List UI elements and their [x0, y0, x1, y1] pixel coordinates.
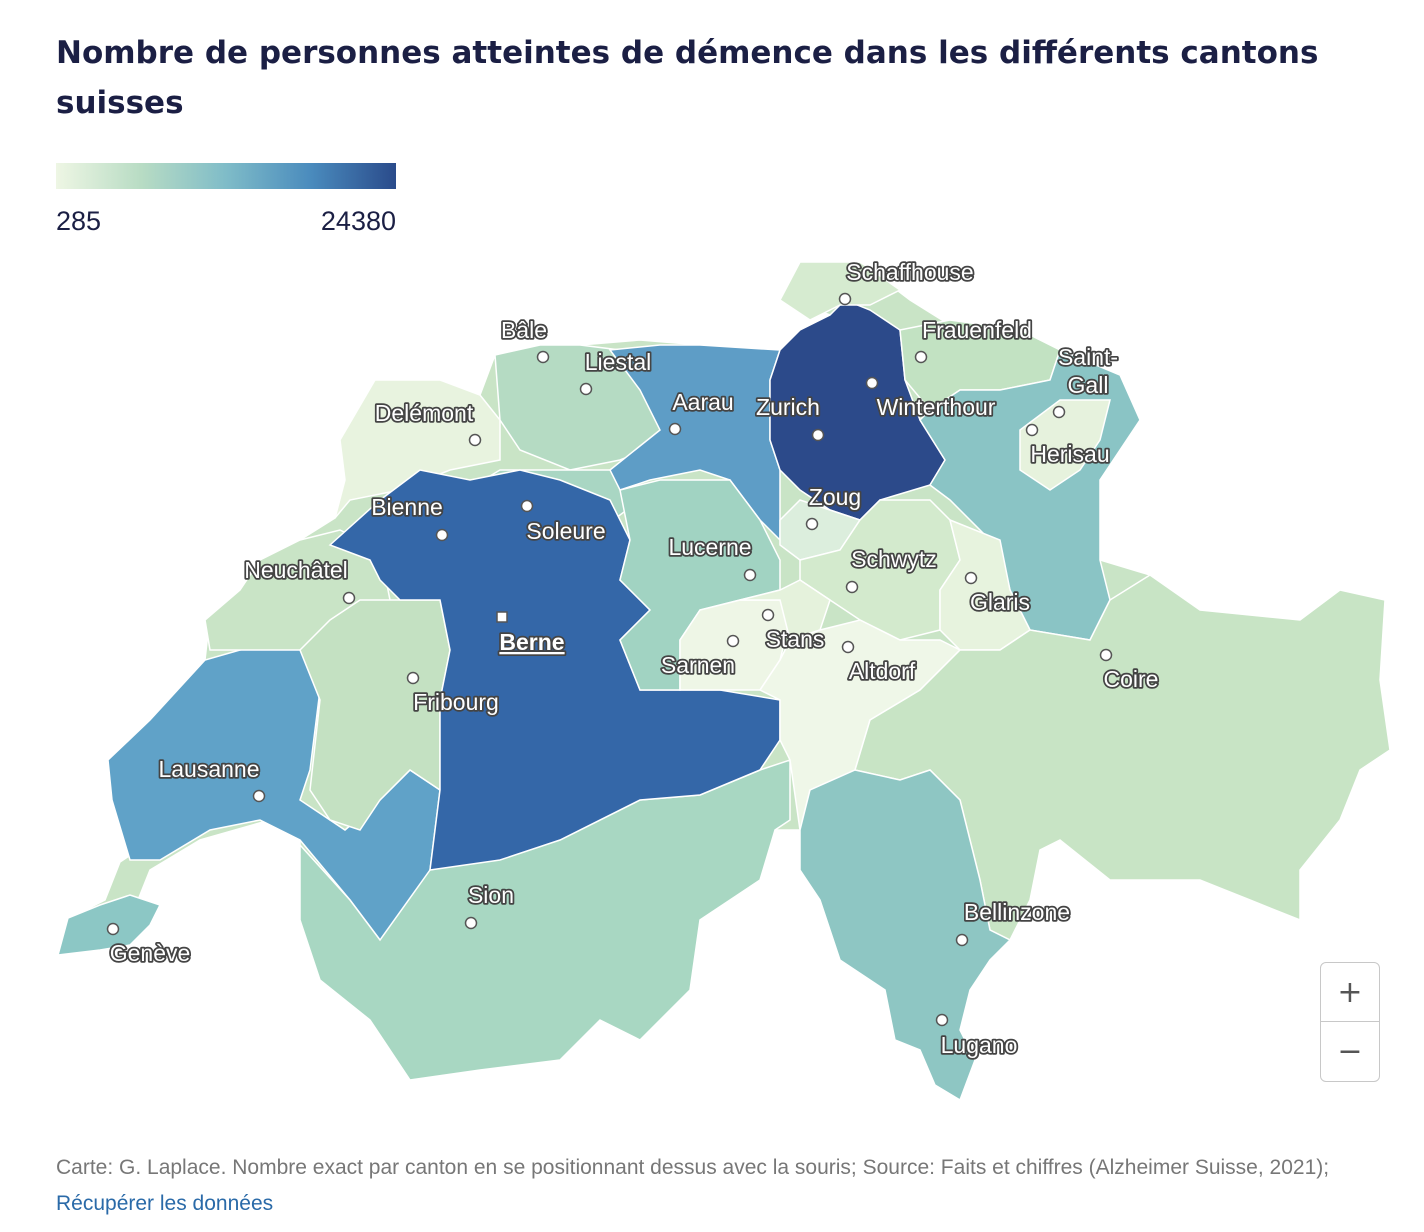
city-marker-sarnen [726, 634, 740, 648]
download-data-link[interactable]: Récupérer les données [56, 1192, 274, 1215]
city-label-lausanne: Lausanne [158, 756, 259, 782]
city-marker-bienne [435, 528, 449, 542]
city-marker-schwytz [845, 580, 859, 594]
footer-source: Carte: G. Laplace. Nombre exact par cant… [56, 1150, 1376, 1222]
city-marker-lucerne [743, 568, 757, 582]
city-marker-lausanne [252, 789, 266, 803]
city-label-bienne: Bienne [371, 494, 443, 520]
city-marker-fribourg [406, 671, 420, 685]
city-marker-zoug [805, 517, 819, 531]
legend-min-label: 285 [56, 206, 102, 236]
city-label-delémont: Delémont [375, 400, 474, 426]
city-marker-berne [496, 611, 508, 623]
city-marker-liestal [579, 382, 593, 396]
city-label-fribourg: Fribourg [413, 689, 499, 715]
city-label-zurich: Zurich [756, 394, 820, 420]
city-label-genève: Genève [110, 940, 191, 966]
city-marker-bellinzone [955, 933, 969, 947]
city-label-glaris: Glaris [970, 589, 1030, 615]
city-marker-soleure [520, 499, 534, 513]
city-label-schwytz: Schwytz [851, 546, 937, 572]
city-marker-coire [1099, 648, 1113, 662]
zoom-out-button[interactable]: − [1337, 1033, 1363, 1069]
zoom-control: + − [1320, 962, 1380, 1082]
city-label-frauenfeld: Frauenfeld [922, 317, 1032, 343]
city-marker-glaris [964, 571, 978, 585]
canton-appenzell[interactable] [1019, 399, 1111, 491]
city-marker-neuchâtel [342, 591, 356, 605]
city-marker-zurich [811, 428, 825, 442]
city-label-schaffhouse: Schaffhouse [846, 259, 973, 285]
city-markers [106, 292, 1113, 1027]
canton-schwytz[interactable] [799, 499, 961, 641]
city-label-berne: Berne [499, 629, 564, 655]
city-label-sion: Sion [468, 882, 514, 908]
legend-gradient-bar [56, 163, 396, 189]
city-label-liestal: Liestal [585, 349, 651, 375]
color-legend: 285 24380 [56, 163, 396, 236]
city-label-saint-gall: Saint-Gall [1058, 344, 1118, 398]
city-marker-bâle [536, 350, 550, 364]
city-marker-sion [464, 916, 478, 930]
legend-max-label: 24380 [320, 206, 396, 236]
city-label-aarau: Aarau [672, 389, 733, 415]
city-label-winterthour: Winterthour [877, 394, 996, 420]
canton-schaffhouse[interactable] [779, 261, 902, 321]
zoom-in-button[interactable]: + [1321, 963, 1379, 1022]
city-label-lugano: Lugano [941, 1032, 1018, 1058]
city-label-bellinzone: Bellinzone [964, 899, 1070, 925]
city-label-coire: Coire [1104, 666, 1159, 692]
switzerland-map[interactable]: Schaffhouse Frauenfeld Saint-Gall Bâle Liest… [40, 250, 1410, 1110]
city-label-neuchâtel: Neuchâtel [244, 557, 348, 583]
city-label-zoug: Zoug [809, 484, 861, 510]
city-marker-frauenfeld [914, 350, 928, 364]
city-labels: Schaffhouse Frauenfeld Saint-Gall Bâle Liest… [108, 257, 1160, 1060]
city-label-sarnen: Sarnen [661, 652, 735, 678]
city-label-lucerne: Lucerne [668, 534, 751, 560]
city-marker-aarau [668, 422, 682, 436]
city-marker-altdorf [841, 640, 855, 654]
canton-jura[interactable] [334, 379, 501, 519]
city-marker-herisau [1025, 423, 1039, 437]
canton-tessin[interactable] [799, 769, 1012, 1102]
city-marker-lugano [935, 1013, 949, 1027]
city-label-bâle: Bâle [501, 317, 547, 343]
city-marker-stans [761, 608, 775, 622]
city-label-soleure: Soleure [526, 518, 605, 544]
chart-title: Nombre de personnes atteintes de démence… [56, 35, 1319, 121]
city-label-herisau: Herisau [1030, 441, 1109, 467]
city-label-altdorf: Altdorf [849, 658, 916, 684]
footer-text: Carte: G. Laplace. Nombre exact par cant… [56, 1156, 1330, 1179]
city-marker-delémont [468, 433, 482, 447]
city-marker-schaffhouse [838, 292, 852, 306]
canton-nidwald[interactable] [739, 579, 831, 641]
city-marker-genève [106, 922, 120, 936]
city-marker-winterthour [865, 376, 879, 390]
city-marker-saint-gall [1052, 405, 1066, 419]
city-label-stans: Stans [766, 626, 825, 652]
